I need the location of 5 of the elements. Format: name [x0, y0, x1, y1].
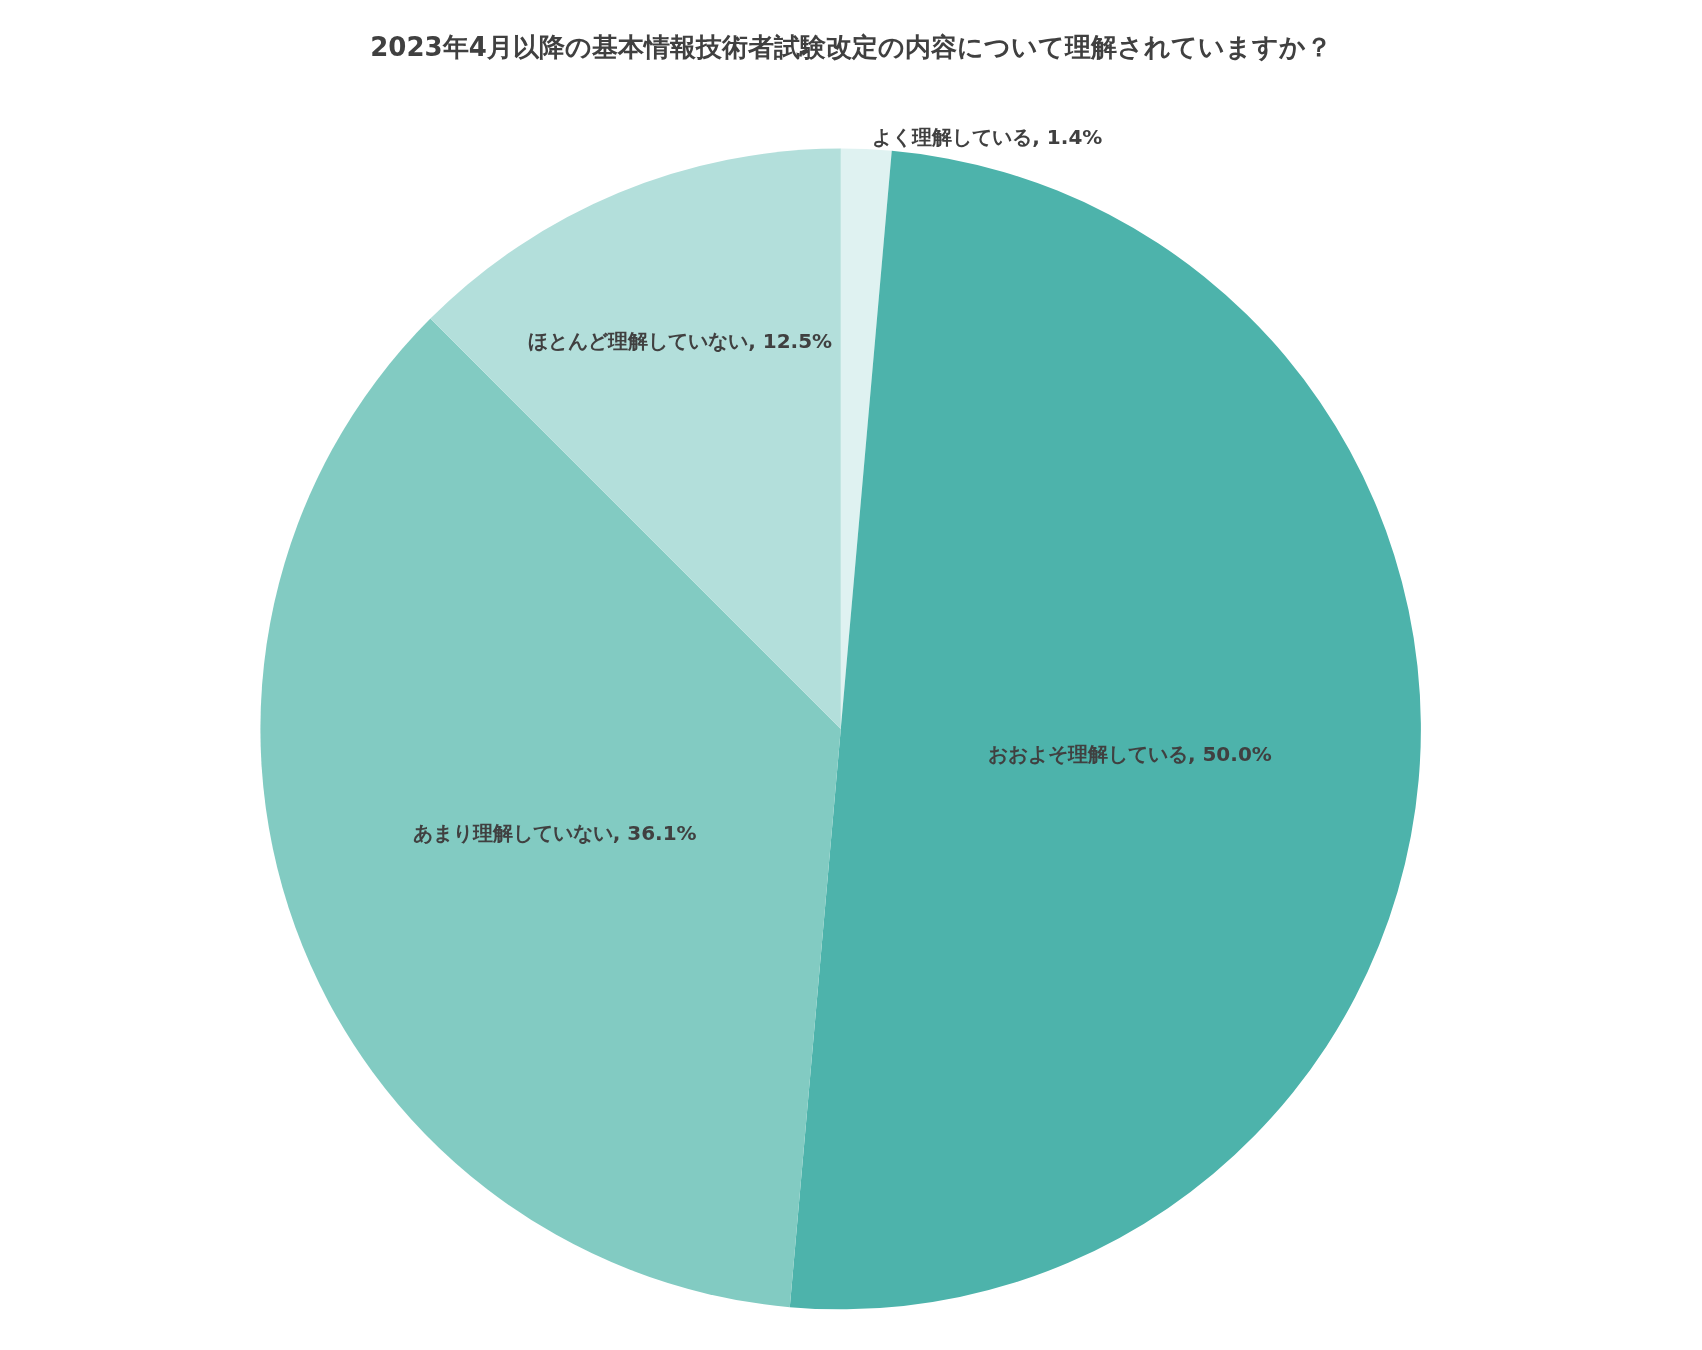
- slice-label: ほとんど理解していない, 12.5%: [528, 329, 833, 354]
- chart-title: 2023年4月以降の基本情報技術者試験改定の内容について理解されていますか？: [370, 32, 1332, 63]
- slice-label: よく理解している, 1.4%: [872, 125, 1103, 150]
- slice-label: おおよそ理解している, 50.0%: [987, 742, 1272, 767]
- slice-label: あまり理解していない, 36.1%: [412, 821, 697, 846]
